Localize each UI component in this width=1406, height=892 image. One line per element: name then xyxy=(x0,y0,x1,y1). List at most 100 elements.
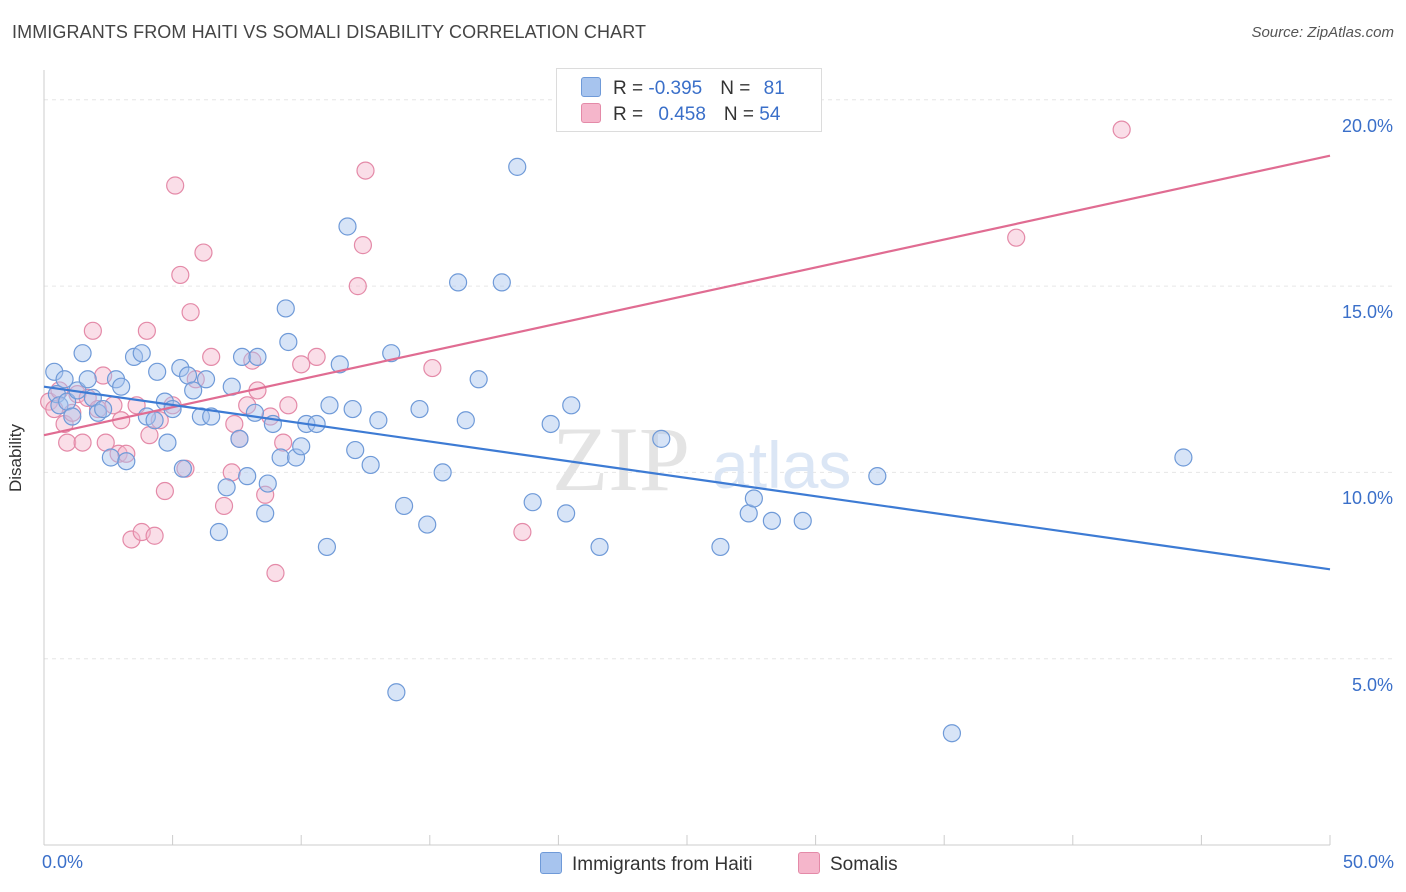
legend-r-value: 0.458 xyxy=(658,104,706,125)
somalis-point xyxy=(73,433,92,452)
somalis-point xyxy=(292,355,311,374)
haiti-point xyxy=(209,522,228,542)
haiti-point xyxy=(762,511,781,530)
legend-row-somalis: R = 0.458 N = 54 xyxy=(581,103,780,125)
haiti-point xyxy=(793,511,812,530)
haiti-point xyxy=(394,496,414,516)
somalis-point xyxy=(58,433,77,452)
haiti-point xyxy=(343,399,362,419)
legend-n-value: 81 xyxy=(763,78,785,99)
haiti-point xyxy=(279,332,298,352)
x-tick-label: 50.0% xyxy=(1342,852,1394,872)
somalis-points xyxy=(40,120,1131,583)
haiti-point xyxy=(63,407,82,426)
haiti-point xyxy=(101,448,120,467)
haiti-point xyxy=(317,537,337,557)
somalis-point xyxy=(171,265,190,285)
haiti-point xyxy=(132,344,151,363)
haiti-point xyxy=(711,537,730,557)
watermark-zip: ZIP xyxy=(552,408,690,510)
somalis-point xyxy=(194,243,213,262)
legend-n-value: 54 xyxy=(759,104,781,125)
legend-r-label: R = xyxy=(613,104,649,125)
somalis-point xyxy=(256,485,275,504)
somalis-point xyxy=(307,347,326,366)
haiti-point xyxy=(433,463,452,482)
haiti-point xyxy=(523,493,542,512)
legend-swatch-somalis xyxy=(581,103,601,123)
haiti-point xyxy=(557,504,576,523)
somalis-point xyxy=(137,321,156,340)
bottom-legend-label-haiti: Immigrants from Haiti xyxy=(572,854,753,875)
somalis-point xyxy=(274,433,293,452)
haiti-point xyxy=(196,370,216,389)
haiti-points xyxy=(45,157,1193,743)
haiti-point xyxy=(276,299,295,318)
haiti-point xyxy=(258,474,277,493)
haiti-point xyxy=(55,370,74,389)
haiti-point xyxy=(217,478,236,497)
haiti-point xyxy=(271,448,290,467)
haiti-point xyxy=(456,411,475,430)
somalis-point xyxy=(83,321,102,340)
haiti-point xyxy=(73,344,92,363)
somalis-trend-line xyxy=(43,154,1331,437)
somalis-point xyxy=(1007,228,1026,247)
haiti-point xyxy=(448,273,468,292)
somalis-point xyxy=(261,407,280,426)
haiti-point xyxy=(1174,448,1193,467)
haiti-point xyxy=(410,399,429,419)
y-tick-label: 20.0% xyxy=(1341,115,1393,136)
legend-n-label: N = xyxy=(720,78,756,99)
haiti-point xyxy=(148,362,167,381)
somalis-point xyxy=(117,444,136,463)
haiti-point xyxy=(492,273,511,292)
somalis-point xyxy=(423,358,442,378)
haiti-point xyxy=(942,724,962,743)
bottom-legend-somalis: Somalis xyxy=(798,852,898,876)
somalis-point xyxy=(348,277,367,296)
somalis-point xyxy=(1112,120,1131,139)
haiti-point xyxy=(78,370,97,389)
haiti-point xyxy=(418,515,437,534)
haiti-point xyxy=(590,537,609,557)
haiti-point xyxy=(320,396,339,415)
bottom-legend-swatch-haiti xyxy=(540,852,562,874)
haiti-point xyxy=(173,459,192,478)
haiti-point xyxy=(238,467,257,486)
haiti-point xyxy=(158,433,177,452)
haiti-point xyxy=(562,396,581,415)
legend-row-haiti: R = -0.395 N = 81 xyxy=(581,77,785,99)
haiti-point xyxy=(387,683,406,702)
y-tick-label: 10.0% xyxy=(1341,488,1393,509)
axes xyxy=(43,70,1331,846)
legend-r-label: R = xyxy=(613,78,649,99)
source-label: Source: ZipAtlas.com xyxy=(1251,24,1394,41)
haiti-point xyxy=(541,414,560,434)
legend-n-label: N = xyxy=(723,104,760,125)
correlation-legend: R = -0.395 N = 81 R = 0.458 N = 54 xyxy=(556,68,822,132)
haiti-point xyxy=(117,452,136,471)
bottom-legend-swatch-somalis xyxy=(798,852,820,874)
haiti-point xyxy=(112,377,131,396)
somalis-point xyxy=(145,526,164,545)
haiti-point xyxy=(94,399,113,419)
chart-title: IMMIGRANTS FROM HAITI VS SOMALI DISABILI… xyxy=(12,22,647,42)
legend-swatch-haiti xyxy=(581,77,601,97)
somalis-point xyxy=(122,530,141,549)
haiti-point xyxy=(232,347,252,366)
haiti-point xyxy=(292,437,311,456)
watermark: ZIP atlas xyxy=(552,408,851,510)
somalis-point xyxy=(513,522,532,542)
somalis-point xyxy=(266,563,285,583)
bottom-legend-label-somalis: Somalis xyxy=(830,854,898,875)
haiti-point xyxy=(248,347,267,366)
haiti-point xyxy=(369,411,388,430)
somalis-point xyxy=(356,161,375,180)
haiti-point xyxy=(330,355,349,374)
somalis-point xyxy=(166,176,185,195)
somalis-point xyxy=(279,396,298,415)
somalis-point xyxy=(214,496,234,516)
haiti-point xyxy=(230,429,249,448)
